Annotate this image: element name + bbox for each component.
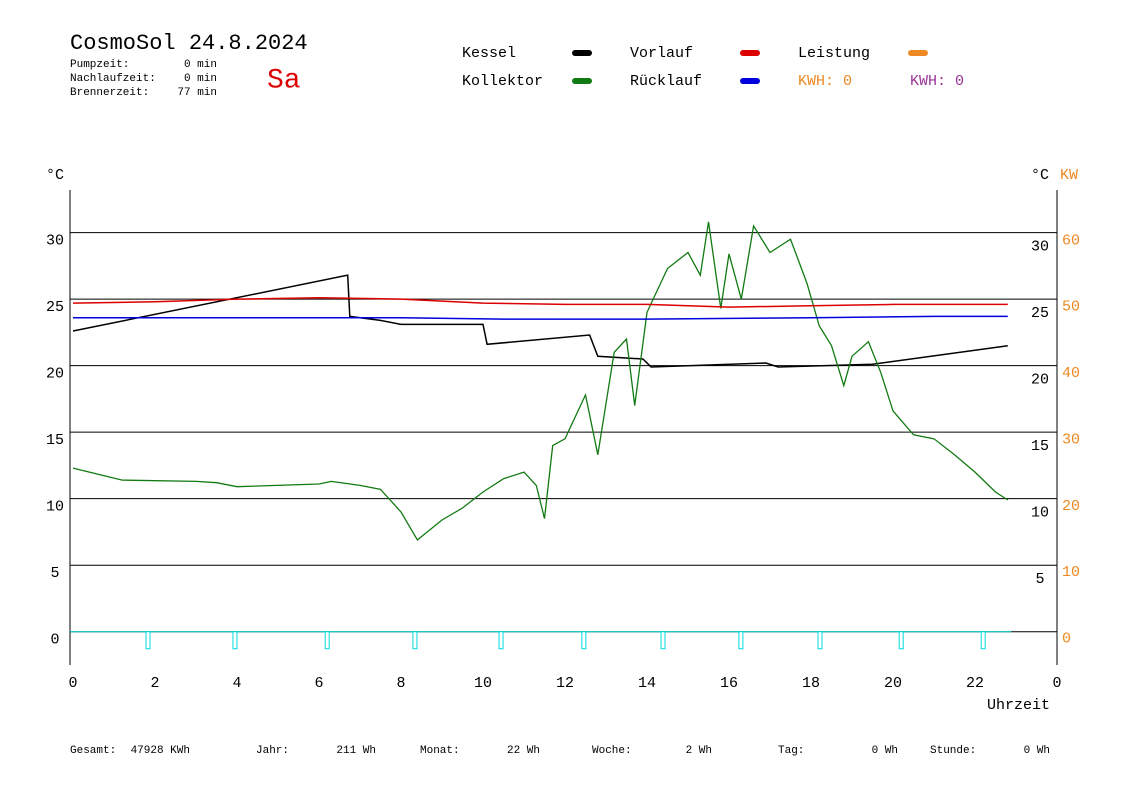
y2-tick-label: 20	[1062, 498, 1080, 515]
x-tick-label: 18	[802, 675, 820, 692]
legend-label: Vorlauf	[630, 45, 693, 62]
y-tick-label: 20	[46, 366, 64, 383]
y-tick-label: 30	[46, 233, 64, 250]
y2-celsius-tick-label: 5	[1035, 571, 1044, 588]
series-line	[72, 274, 1008, 368]
footer-label: Tag:	[778, 745, 804, 757]
legend-label: Kessel	[462, 45, 516, 62]
stat-value: 0 min	[184, 59, 217, 71]
x-tick-label: 14	[638, 675, 656, 692]
legend-label: Kollektor	[462, 73, 543, 90]
footer-value: 0 Wh	[872, 745, 898, 757]
y-axis-label: °C	[46, 167, 64, 184]
footer-label: Gesamt:	[70, 745, 116, 757]
pump-pulse	[412, 631, 418, 650]
stat-value: 77 min	[177, 87, 217, 99]
y-tick-label: 10	[46, 499, 64, 516]
series-line	[72, 221, 1009, 541]
y2-celsius-tick-label: 25	[1031, 305, 1049, 322]
kwh-label: KWH: 0	[910, 73, 964, 90]
series-line	[72, 297, 1008, 308]
y2-celsius-tick-label: 10	[1031, 505, 1049, 522]
title: CosmoSol 24.8.2024	[70, 31, 308, 56]
stat-label: Nachlaufzeit:	[70, 73, 156, 85]
y-tick-label: 25	[46, 299, 64, 316]
pump-pulse	[498, 631, 504, 650]
y2-tick-label: 40	[1062, 365, 1080, 382]
pump-pulse	[145, 631, 151, 650]
y2-celsius-tick-label: 20	[1031, 372, 1049, 389]
stat-value: 0 min	[184, 73, 217, 85]
legend-label: Rücklauf	[630, 73, 702, 90]
y2-tick-label: 60	[1062, 232, 1080, 249]
footer-value: 0 Wh	[1024, 745, 1050, 757]
x-axis-label: Uhrzeit	[987, 697, 1050, 714]
pump-pulse	[660, 631, 666, 650]
pump-pulse	[980, 631, 986, 650]
y2-tick-label: 10	[1062, 564, 1080, 581]
pump-pulse	[232, 631, 238, 650]
y2-tick-label: 30	[1062, 431, 1080, 448]
y-tick-label: 5	[50, 565, 59, 582]
x-tick-label: 4	[232, 675, 241, 692]
x-tick-label: 12	[556, 675, 574, 692]
x-tick-label: 8	[396, 675, 405, 692]
y2-unit-label: KW	[1060, 167, 1078, 184]
x-tick-label: 0	[68, 675, 77, 692]
y-tick-label: 0	[50, 632, 59, 649]
y2-celsius-tick-label: 30	[1031, 239, 1049, 256]
footer-label: Jahr:	[256, 745, 289, 757]
legend-label: Leistung	[798, 45, 870, 62]
y2-tick-label: 0	[1062, 630, 1071, 647]
x-tick-label: 2	[150, 675, 159, 692]
x-tick-label: 20	[884, 675, 902, 692]
footer-label: Stunde:	[930, 745, 976, 757]
stat-label: Brennerzeit:	[70, 87, 149, 99]
y-tick-label: 15	[46, 432, 64, 449]
footer-value: 211 Wh	[336, 745, 376, 757]
y2-axis-label: °C	[1031, 167, 1049, 184]
x-tick-label: 0	[1052, 675, 1061, 692]
day: Sa	[267, 65, 301, 96]
x-tick-label: 16	[720, 675, 738, 692]
footer-value: 2 Wh	[686, 745, 712, 757]
kwh-label: KWH: 0	[798, 73, 852, 90]
footer-value: 47928 KWh	[131, 745, 190, 757]
x-tick-label: 22	[966, 675, 984, 692]
footer-label: Woche:	[592, 745, 632, 757]
pump-pulse	[324, 631, 330, 650]
footer-label: Monat:	[420, 745, 460, 757]
x-tick-label: 6	[314, 675, 323, 692]
stat-label: Pumpzeit:	[70, 59, 129, 71]
pump-pulse	[738, 631, 744, 650]
y2-tick-label: 50	[1062, 299, 1080, 316]
footer-value: 22 Wh	[507, 745, 540, 757]
pump-pulse	[817, 631, 823, 650]
pump-pulse	[898, 631, 904, 650]
y2-celsius-tick-label: 15	[1031, 438, 1049, 455]
pump-pulse	[581, 631, 587, 650]
series-line	[73, 315, 1008, 320]
x-tick-label: 10	[474, 675, 492, 692]
